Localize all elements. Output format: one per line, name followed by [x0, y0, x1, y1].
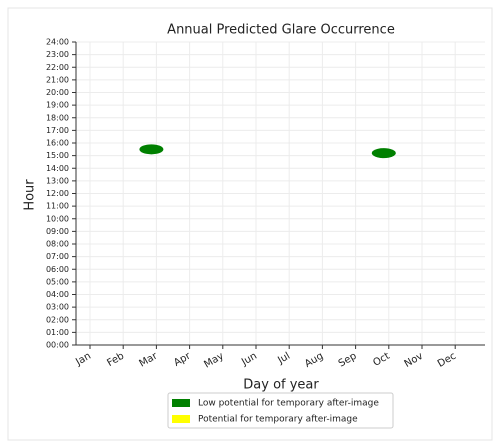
glare-point: [371, 148, 396, 159]
y-tick-label: 20:00: [46, 88, 69, 97]
y-tick-label: 06:00: [46, 265, 69, 274]
y-tick-label: 00:00: [46, 341, 69, 350]
card: [7, 7, 493, 441]
y-tick-label: 11:00: [46, 202, 69, 211]
y-tick-label: 02:00: [46, 315, 69, 324]
y-tick-label: 19:00: [46, 101, 69, 110]
x-axis-label: Day of year: [243, 378, 319, 393]
chart-title: Annual Predicted Glare Occurrence: [167, 23, 395, 38]
y-tick-label: 03:00: [46, 303, 69, 312]
legend-swatch: [172, 415, 190, 423]
y-tick-label: 10:00: [46, 214, 69, 223]
y-tick-label: 23:00: [46, 50, 69, 59]
y-tick-label: 21:00: [46, 75, 69, 84]
y-tick-label: 16:00: [46, 139, 69, 148]
y-axis-label: Hour: [23, 179, 38, 211]
y-tick-label: 22:00: [46, 63, 69, 72]
y-tick-label: 12:00: [46, 189, 69, 198]
y-tick-label: 05:00: [46, 277, 69, 286]
y-tick-label: 09:00: [46, 227, 69, 236]
y-tick-label: 07:00: [46, 252, 69, 261]
y-tick-label: 08:00: [46, 240, 69, 249]
legend-label: Potential for temporary after-image: [198, 415, 358, 425]
y-tick-label: 13:00: [46, 176, 69, 185]
y-tick-label: 01:00: [46, 328, 69, 337]
y-tick-label: 17:00: [46, 126, 69, 135]
glare-point: [139, 144, 164, 155]
legend-label: Low potential for temporary after-image: [198, 399, 379, 409]
y-tick-label: 24:00: [46, 38, 69, 47]
legend-swatch: [172, 399, 190, 407]
y-tick-label: 14:00: [46, 164, 69, 173]
y-tick-label: 18:00: [46, 113, 69, 122]
y-tick-label: 04:00: [46, 290, 69, 299]
legend: [167, 392, 394, 429]
y-tick-label: 15:00: [46, 151, 69, 160]
